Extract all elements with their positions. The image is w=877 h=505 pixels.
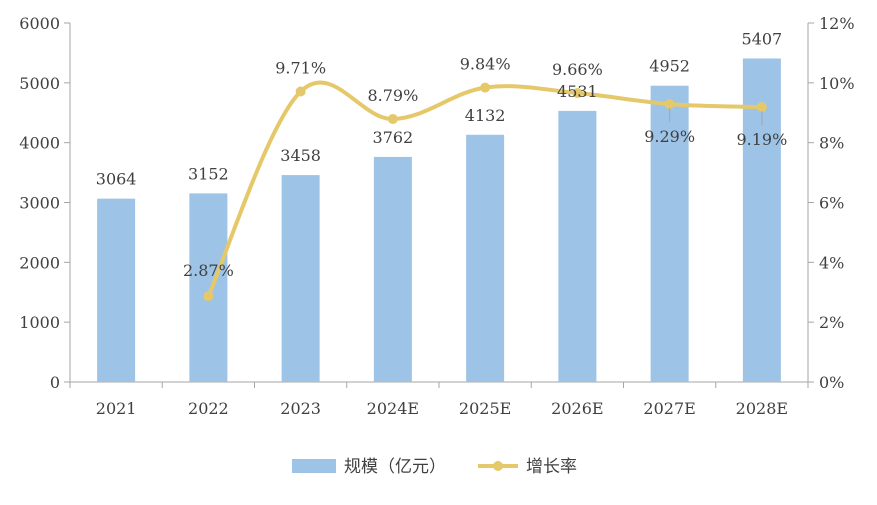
right-tick-label: 2%: [819, 313, 844, 332]
x-tick-label: 2022: [188, 399, 229, 418]
legend: 规模（亿元） 增长率: [292, 457, 577, 477]
data-labels: 3064 3152 3458 3762 4132 4531 4952 5407 2.87% 9.7…: [96, 29, 788, 280]
bar: [97, 198, 136, 382]
growth-rate-label: 9.19%: [736, 130, 787, 149]
growth-rate-marker: [387, 114, 398, 125]
right-tick-label: 10%: [819, 74, 855, 93]
bar: [281, 175, 320, 382]
right-tick-label: 6%: [819, 194, 844, 213]
growth-rate-marker: [664, 99, 675, 110]
bar-value-label: 4531: [557, 82, 598, 101]
legend-swatch-marker: [493, 461, 503, 471]
left-tick-label: 6000: [19, 14, 60, 33]
growth-rate-label: 8.79%: [367, 86, 418, 105]
bar: [466, 134, 505, 382]
bar-value-label: 3152: [188, 164, 229, 183]
growth-rate-label: 2.87%: [183, 261, 234, 280]
x-tick-label: 2024E: [367, 399, 419, 418]
bar-value-label: 5407: [742, 29, 783, 48]
growth-rate-marker: [295, 86, 306, 97]
bar-value-label: 4952: [649, 57, 690, 76]
legend-label-scale: 规模（亿元）: [344, 457, 446, 477]
bar-series: [97, 58, 781, 383]
axes: 0 1000 2000 3000 4000 5000 6000 0% 2% 4% 6% 8% 10% 12…: [19, 14, 854, 418]
right-tick-label: 0%: [819, 373, 844, 392]
left-tick-label: 0: [50, 373, 60, 392]
bar-value-label: 3458: [280, 146, 321, 165]
x-tick-label: 2025E: [459, 399, 511, 418]
bar: [189, 193, 228, 382]
bar: [373, 156, 412, 382]
bar: [558, 110, 597, 382]
right-tick-label: 4%: [819, 253, 844, 272]
left-tick-label: 3000: [19, 194, 60, 213]
growth-rate-label: 9.66%: [552, 60, 603, 79]
growth-rate-marker: [203, 291, 214, 302]
bar-value-label: 3064: [96, 170, 137, 189]
right-tick-label: 12%: [819, 14, 855, 33]
growth-rate-label: 9.29%: [644, 127, 695, 146]
left-tick-label: 5000: [19, 74, 60, 93]
growth-rate-marker: [480, 82, 491, 93]
growth-rate-series: [203, 80, 767, 302]
growth-rate-marker: [756, 102, 767, 113]
x-tick-label: 2026E: [551, 399, 603, 418]
x-tick-label: 2021: [96, 399, 137, 418]
x-tick-label: 2027E: [643, 399, 695, 418]
right-tick-label: 8%: [819, 134, 844, 153]
growth-rate-label: 9.71%: [275, 59, 326, 78]
growth-rate-label: 9.84%: [460, 55, 511, 74]
legend-swatch-bar: [292, 459, 336, 473]
x-tick-label: 2028E: [736, 399, 788, 418]
bar-value-label: 3762: [373, 128, 414, 147]
left-tick-label: 2000: [19, 253, 60, 272]
growth-rate-marker: [572, 88, 583, 99]
left-tick-label: 4000: [19, 134, 60, 153]
x-tick-label: 2023: [280, 399, 321, 418]
legend-label-growth: 增长率: [526, 457, 577, 477]
bar-value-label: 4132: [465, 106, 506, 125]
left-tick-label: 1000: [19, 313, 60, 332]
bar: [650, 85, 689, 383]
